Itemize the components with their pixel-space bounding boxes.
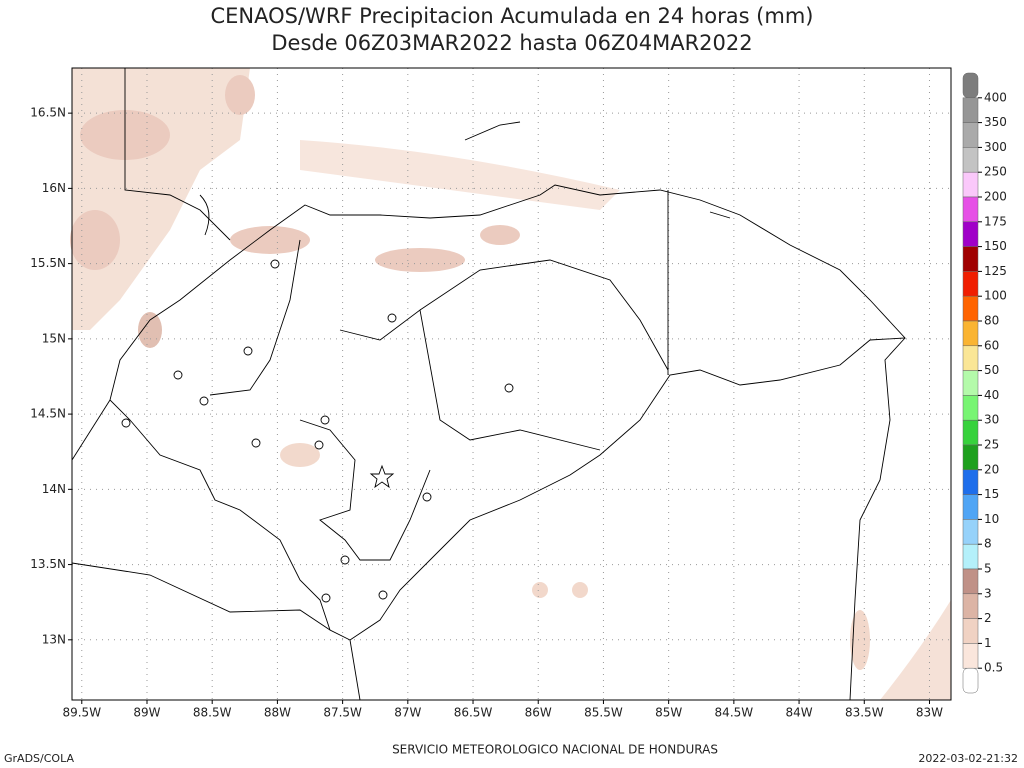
coastlines bbox=[71, 68, 906, 701]
colorbar-label: 20 bbox=[984, 462, 999, 476]
x-tick-label: 83.5W bbox=[845, 706, 884, 720]
y-tick-label: 13.5N bbox=[30, 557, 66, 571]
colorbar-box bbox=[962, 643, 979, 669]
colorbar-label: 80 bbox=[984, 314, 999, 328]
colorbar-label: 150 bbox=[984, 239, 1007, 253]
colorbar-label: 250 bbox=[984, 165, 1007, 179]
y-tick-label: 16.5N bbox=[30, 106, 66, 120]
colorbar-label: 300 bbox=[984, 140, 1007, 154]
colorbar: 4003503002502001751501251008060504030252… bbox=[962, 72, 1007, 694]
y-tick-label: 14.5N bbox=[30, 407, 66, 421]
x-tick-label: 85.5W bbox=[584, 706, 623, 720]
colorbar-box bbox=[962, 667, 979, 694]
y-tick-label: 13N bbox=[42, 632, 66, 646]
colorbar-label: 10 bbox=[984, 512, 999, 526]
x-tick-label: 84.5W bbox=[715, 706, 754, 720]
x-tick-label: 85W bbox=[655, 706, 682, 720]
colorbar-box bbox=[962, 519, 979, 545]
colorbar-box bbox=[962, 593, 979, 619]
x-tick-label: 83W bbox=[916, 706, 943, 720]
colorbar-label: 2 bbox=[984, 611, 992, 625]
colorbar-box bbox=[962, 444, 979, 471]
colorbar-label: 25 bbox=[984, 438, 999, 452]
city-markers bbox=[121, 259, 514, 603]
x-tick-label: 86W bbox=[525, 706, 552, 720]
colorbar-box bbox=[962, 568, 979, 595]
colorbar-label: 1 bbox=[984, 636, 992, 650]
colorbar-box bbox=[962, 494, 979, 520]
colorbar-box bbox=[962, 246, 979, 272]
colorbar-box bbox=[962, 122, 979, 148]
colorbar-label: 15 bbox=[984, 487, 999, 501]
colorbar-label: 100 bbox=[984, 289, 1007, 303]
colorbar-label: 0.5 bbox=[984, 661, 1003, 675]
map-frame bbox=[71, 67, 952, 701]
colorbar-box bbox=[962, 395, 979, 421]
x-tick-label: 84W bbox=[785, 706, 812, 720]
colorbar-box bbox=[962, 543, 979, 570]
colorbar-box bbox=[962, 196, 979, 223]
colorbar-label: 50 bbox=[984, 363, 999, 377]
y-tick-label: 14N bbox=[42, 482, 66, 496]
colorbar-box bbox=[962, 345, 979, 371]
colorbar-box bbox=[962, 370, 979, 396]
x-tick-label: 89W bbox=[133, 706, 160, 720]
colorbar-label: 40 bbox=[984, 388, 999, 402]
colorbar-label: 8 bbox=[984, 537, 992, 551]
colorbar-box bbox=[962, 271, 979, 297]
footer-left: GrADS/COLA bbox=[4, 752, 74, 765]
y-tick-label: 16N bbox=[42, 181, 66, 195]
colorbar-label: 60 bbox=[984, 338, 999, 352]
colorbar-box bbox=[962, 295, 979, 322]
precip-shading bbox=[70, 68, 951, 700]
colorbar-label: 400 bbox=[984, 90, 1007, 104]
colorbar-label: 125 bbox=[984, 264, 1007, 278]
colorbar-label: 3 bbox=[984, 586, 992, 600]
colorbar-box bbox=[962, 419, 979, 446]
colorbar-label: 30 bbox=[984, 413, 999, 427]
grid bbox=[72, 68, 951, 700]
x-tick-label: 89.5W bbox=[62, 706, 101, 720]
footer-center: SERVICIO METEOROLOGICO NACIONAL DE HONDU… bbox=[392, 743, 718, 757]
colorbar-label: 5 bbox=[984, 562, 992, 576]
colorbar-label: 350 bbox=[984, 115, 1007, 129]
colorbar-label: 200 bbox=[984, 190, 1007, 204]
colorbar-box bbox=[962, 147, 979, 173]
y-tick-label: 15.5N bbox=[30, 256, 66, 270]
map-title: CENAOS/WRF Precipitacion Acumulada en 24… bbox=[210, 4, 813, 28]
colorbar-label: 175 bbox=[984, 214, 1007, 228]
x-tick-label: 88.5W bbox=[193, 706, 232, 720]
colorbar-box bbox=[962, 469, 979, 495]
x-tick-label: 87W bbox=[394, 706, 421, 720]
map-subtitle: Desde 06Z03MAR2022 hasta 06Z04MAR2022 bbox=[271, 31, 752, 55]
colorbar-box bbox=[962, 72, 979, 99]
x-tick-label: 86.5W bbox=[454, 706, 493, 720]
colorbar-box bbox=[962, 97, 979, 123]
colorbar-box bbox=[962, 171, 979, 198]
footer-right: 2022-03-02-21:32 bbox=[918, 752, 1018, 765]
colorbar-box bbox=[962, 618, 979, 644]
colorbar-box bbox=[962, 320, 979, 347]
x-tick-label: 88W bbox=[264, 706, 291, 720]
x-tick-label: 87.5W bbox=[323, 706, 362, 720]
y-tick-label: 15N bbox=[42, 331, 66, 345]
colorbar-box bbox=[962, 221, 979, 247]
